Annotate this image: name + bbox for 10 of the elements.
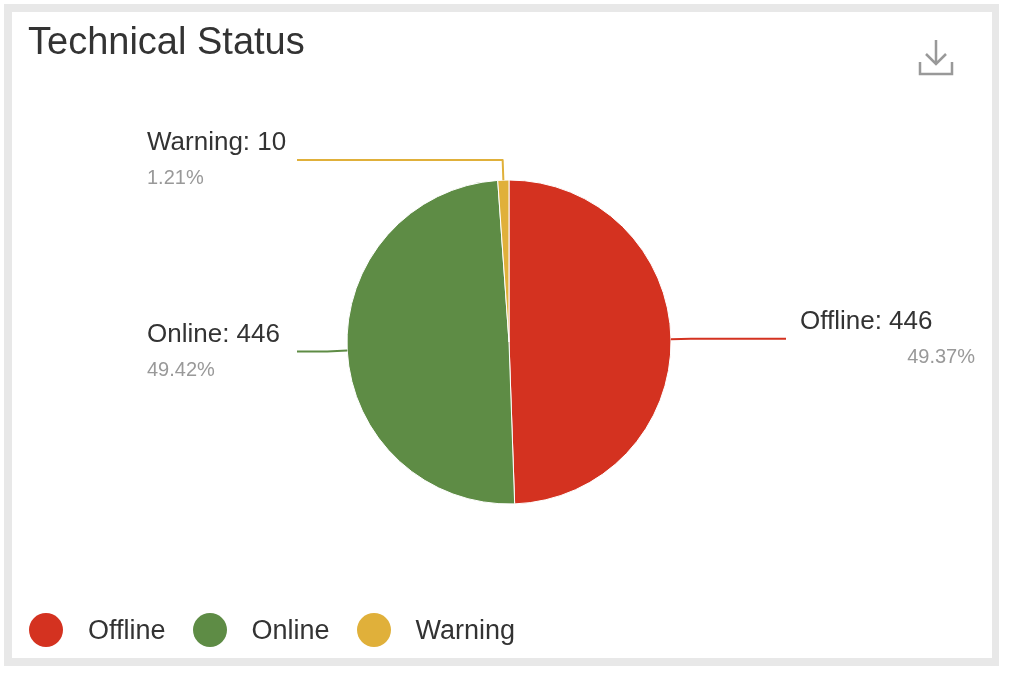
legend-label: Warning [415, 614, 516, 646]
legend-label: Offline [88, 614, 166, 646]
text: 49.37% [907, 344, 975, 367]
legend-label: Online [251, 614, 330, 646]
text: 1.21% [147, 166, 204, 189]
text: 49.42% [147, 357, 215, 380]
chart-title: Technical Status [28, 20, 305, 63]
data-label: Online: 446 [147, 317, 280, 348]
data-label: Offline: 446 [800, 304, 933, 335]
data-label: Warning: 10 [147, 126, 287, 157]
